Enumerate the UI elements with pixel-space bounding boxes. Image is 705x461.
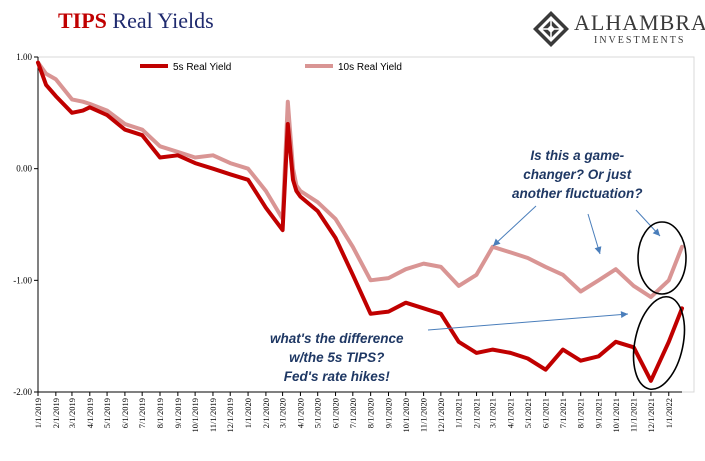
arrow-to-dec-2021-5s xyxy=(427,313,629,331)
x-tick-label: 4/1/2020 xyxy=(295,398,305,428)
x-tick-label: 7/1/2020 xyxy=(348,398,358,428)
legend-label-10s: 10s Real Yield xyxy=(338,62,402,73)
x-tick-label: 8/1/2020 xyxy=(366,398,376,428)
x-tick-label: 3/1/2021 xyxy=(488,398,498,428)
annotation-ellipse-10s xyxy=(637,221,687,295)
annotation-bottom: what's the difference w/the 5s TIPS? Fed… xyxy=(270,329,404,386)
x-tick-label: 1/1/2021 xyxy=(454,398,464,428)
annotation-top-line-3: another fluctuation? xyxy=(512,186,643,201)
x-tick-label: 11/1/2021 xyxy=(629,398,639,432)
y-tick-label: 1.00 xyxy=(16,52,32,62)
x-tick-label: 5/1/2020 xyxy=(313,398,323,428)
x-tick-label: 12/1/2020 xyxy=(436,398,446,432)
x-tick-label: 1/1/2022 xyxy=(664,398,674,428)
x-tick-label: 4/1/2019 xyxy=(85,398,95,428)
x-tick-label: 8/1/2019 xyxy=(155,398,165,428)
series-line-5s xyxy=(36,60,684,383)
x-tick-label: 12/1/2021 xyxy=(646,398,656,432)
y-tick-label: -2.00 xyxy=(13,387,32,397)
x-tick-label: 10/1/2019 xyxy=(190,398,200,432)
x-tick-label: 4/1/2021 xyxy=(505,398,515,428)
x-tick-label: 12/1/2019 xyxy=(225,398,235,432)
logo-subtitle: INVESTMENTS xyxy=(594,35,686,46)
x-tick-label: 3/1/2019 xyxy=(67,398,77,428)
arrow-to-mar-2021-head xyxy=(493,238,501,246)
chart-title: TIPS Real Yields xyxy=(58,8,214,34)
x-tick-label: 7/1/2019 xyxy=(137,398,147,428)
x-tick-label: 10/1/2021 xyxy=(611,398,621,432)
chart-title-tips: TIPS xyxy=(58,8,107,33)
x-tick-label: 1/1/2020 xyxy=(243,398,253,428)
annotation-top-line-1: Is this a game- xyxy=(530,148,625,163)
x-tick-label: 9/1/2020 xyxy=(383,398,393,428)
annotation-top: Is this a game- changer? Or just another… xyxy=(512,146,643,203)
x-tick-label: 2/1/2020 xyxy=(261,398,271,428)
x-tick-label: 6/1/2019 xyxy=(120,398,130,428)
x-tick-label: 9/1/2019 xyxy=(173,398,183,428)
x-tick-label: 6/1/2021 xyxy=(541,398,551,428)
y-tick-label: 0.00 xyxy=(16,164,32,174)
annotation-bottom-line-2: w/the 5s TIPS? xyxy=(289,350,385,365)
x-tick-label: 6/1/2020 xyxy=(331,398,341,428)
legend-label-5s: 5s Real Yield xyxy=(173,62,231,73)
arrow-to-oct-2021-head xyxy=(594,246,602,254)
x-tick-label: 1/1/2019 xyxy=(33,398,43,428)
x-tick-label: 2/1/2019 xyxy=(51,398,61,428)
arrow-to-jan-2022-10s-head xyxy=(652,228,660,236)
x-tick-label: 8/1/2021 xyxy=(576,398,586,428)
x-tick-label: 7/1/2021 xyxy=(558,398,568,428)
x-tick-label: 11/1/2019 xyxy=(208,398,218,432)
alhambra-logo: ALHAMBRA INVESTMENTS xyxy=(532,8,705,50)
arrow-to-mar-2021 xyxy=(492,205,537,247)
x-tick-label: 2/1/2021 xyxy=(472,398,482,428)
x-tick-label: 5/1/2021 xyxy=(523,398,533,428)
annotation-ellipse-5s xyxy=(632,295,686,391)
arrow-to-dec-2021-5s-head xyxy=(620,311,628,319)
diamond-lattice-icon xyxy=(533,11,569,47)
annotation-bottom-line-1: what's the difference xyxy=(270,331,404,346)
x-tick-label: 9/1/2021 xyxy=(594,398,604,428)
x-tick-label: 10/1/2020 xyxy=(401,398,411,432)
series-line-10s xyxy=(36,60,684,300)
annotation-top-line-2: changer? Or just xyxy=(523,167,632,182)
logo-name: ALHAMBRA xyxy=(574,10,705,35)
x-tick-label: 11/1/2020 xyxy=(419,398,429,432)
chart-title-real-yields: Real Yields xyxy=(112,8,214,33)
annotation-bottom-line-3: Fed's rate hikes! xyxy=(283,369,390,384)
x-tick-label: 3/1/2020 xyxy=(278,398,288,428)
x-tick-label: 5/1/2019 xyxy=(102,398,112,428)
y-tick-label: -1.00 xyxy=(13,275,32,285)
